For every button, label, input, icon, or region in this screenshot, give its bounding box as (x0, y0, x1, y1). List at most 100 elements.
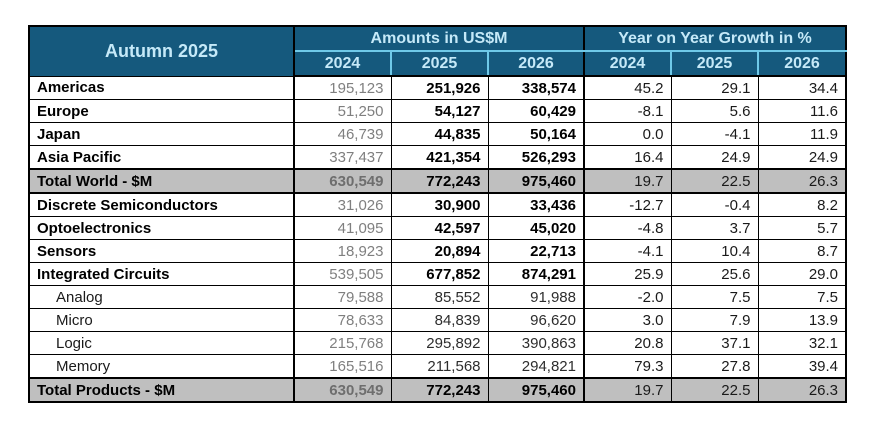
row-label: Europe (28, 99, 295, 123)
amount-cell: 41,095 (293, 216, 392, 240)
amount-cell: 165,516 (293, 354, 392, 379)
table-row: Europe 51,250 54,127 60,429 -8.1 5.6 11.6 (28, 99, 847, 123)
table-row: Japan 46,739 44,835 50,164 0.0 -4.1 11.9 (28, 122, 847, 146)
row-label: Total Products - $M (28, 377, 295, 403)
growth-cell: 20.8 (583, 331, 672, 355)
growth-cell: -4.8 (583, 216, 672, 240)
year-header-growth-2024: 2024 (584, 51, 672, 77)
amount-cell: 195,123 (293, 75, 392, 100)
growth-cell: 3.7 (670, 216, 759, 240)
table-row: Total Products - $M 630,549 772,243 975,460… (28, 377, 847, 403)
amount-cell: 975,460 (487, 168, 585, 194)
forecast-table: Autumn 2025 Amounts in US$M Year on Year… (28, 25, 848, 403)
growth-cell: 11.9 (757, 122, 847, 146)
amount-cell: 630,549 (293, 377, 392, 403)
growth-cell: 7.9 (670, 308, 759, 332)
growth-cell: 8.2 (757, 192, 847, 217)
amount-cell: 46,739 (293, 122, 392, 146)
growth-cell: 5.6 (670, 99, 759, 123)
growth-cell: 3.0 (583, 308, 672, 332)
year-header-amounts-2025: 2025 (391, 51, 489, 77)
amount-cell: 390,863 (487, 331, 585, 355)
amount-cell: 30,900 (390, 192, 489, 217)
table-row: Total World - $M 630,549 772,243 975,460 19.… (28, 168, 847, 194)
growth-cell: 16.4 (583, 145, 672, 170)
year-header-amounts-2026: 2026 (488, 51, 585, 77)
growth-cell: 7.5 (757, 285, 847, 309)
amount-cell: 294,821 (487, 354, 585, 379)
growth-cell: 24.9 (757, 145, 847, 170)
row-label: Sensors (28, 239, 295, 263)
amount-cell: 338,574 (487, 75, 585, 100)
amount-cell: 79,588 (293, 285, 392, 309)
growth-cell: 37.1 (670, 331, 759, 355)
table-body: Americas 195,123 251,926 338,574 45.2 29.1 34.… (28, 75, 847, 403)
amount-cell: 84,839 (390, 308, 489, 332)
growth-cell: 26.3 (757, 168, 847, 194)
growth-cell: 22.5 (670, 168, 759, 194)
table-row: Memory 165,516 211,568 294,821 79.3 27.8 39.4 (28, 354, 847, 379)
amount-cell: 51,250 (293, 99, 392, 123)
growth-cell: -4.1 (670, 122, 759, 146)
growth-cell: 24.9 (670, 145, 759, 170)
amount-cell: 44,835 (390, 122, 489, 146)
row-label: Analog (28, 285, 295, 309)
amount-cell: 33,436 (487, 192, 585, 217)
table-row: Asia Pacific 337,437 421,354 526,293 16.4 24.… (28, 145, 847, 170)
growth-cell: 34.4 (757, 75, 847, 100)
amount-cell: 772,243 (390, 168, 489, 194)
growth-cell: 29.1 (670, 75, 759, 100)
row-label: Micro (28, 308, 295, 332)
growth-group-header: Year on Year Growth in % (584, 26, 847, 52)
growth-cell: 13.9 (757, 308, 847, 332)
row-label: Integrated Circuits (28, 262, 295, 286)
row-label: Americas (28, 75, 295, 100)
growth-cell: -8.1 (583, 99, 672, 123)
amount-cell: 772,243 (390, 377, 489, 403)
amount-cell: 526,293 (487, 145, 585, 170)
year-header-growth-2026: 2026 (758, 51, 847, 77)
row-label: Logic (28, 331, 295, 355)
amount-cell: 78,633 (293, 308, 392, 332)
growth-cell: 22.5 (670, 377, 759, 403)
amount-cell: 20,894 (390, 239, 489, 263)
table-header: Autumn 2025 Amounts in US$M Year on Year… (29, 26, 847, 77)
growth-cell: 7.5 (670, 285, 759, 309)
growth-cell: 32.1 (757, 331, 847, 355)
amount-cell: 18,923 (293, 239, 392, 263)
growth-cell: 8.7 (757, 239, 847, 263)
table-row: Americas 195,123 251,926 338,574 45.2 29.1 34.… (28, 75, 847, 100)
amount-cell: 539,505 (293, 262, 392, 286)
row-label: Optoelectronics (28, 216, 295, 240)
row-label: Memory (28, 354, 295, 379)
amount-cell: 91,988 (487, 285, 585, 309)
amount-cell: 251,926 (390, 75, 489, 100)
amount-cell: 211,568 (390, 354, 489, 379)
growth-cell: -4.1 (583, 239, 672, 263)
amounts-group-header: Amounts in US$M (294, 26, 585, 52)
table-row: Analog 79,588 85,552 91,988 -2.0 7.5 7.5 (28, 285, 847, 309)
table-row: Logic 215,768 295,892 390,863 20.8 37.1 32.1 (28, 331, 847, 355)
growth-cell: 11.6 (757, 99, 847, 123)
corner-header: Autumn 2025 (29, 26, 295, 76)
row-label: Total World - $M (28, 168, 295, 194)
amount-cell: 337,437 (293, 145, 392, 170)
amount-cell: 31,026 (293, 192, 392, 217)
year-header-amounts-2024: 2024 (294, 51, 392, 77)
amount-cell: 50,164 (487, 122, 585, 146)
growth-cell: 25.6 (670, 262, 759, 286)
table-row: Optoelectronics 41,095 42,597 45,020 -4.8 3.7… (28, 216, 847, 240)
growth-cell: 45.2 (583, 75, 672, 100)
growth-cell: 39.4 (757, 354, 847, 379)
amount-cell: 630,549 (293, 168, 392, 194)
amount-cell: 60,429 (487, 99, 585, 123)
row-label: Asia Pacific (28, 145, 295, 170)
growth-cell: 10.4 (670, 239, 759, 263)
amount-cell: 295,892 (390, 331, 489, 355)
growth-cell: 79.3 (583, 354, 672, 379)
amount-cell: 96,620 (487, 308, 585, 332)
table-row: Sensors 18,923 20,894 22,713 -4.1 10.4 8.7 (28, 239, 847, 263)
table-row: Discrete Semiconductors 31,026 30,900 33,43… (28, 192, 847, 217)
growth-cell: -2.0 (583, 285, 672, 309)
